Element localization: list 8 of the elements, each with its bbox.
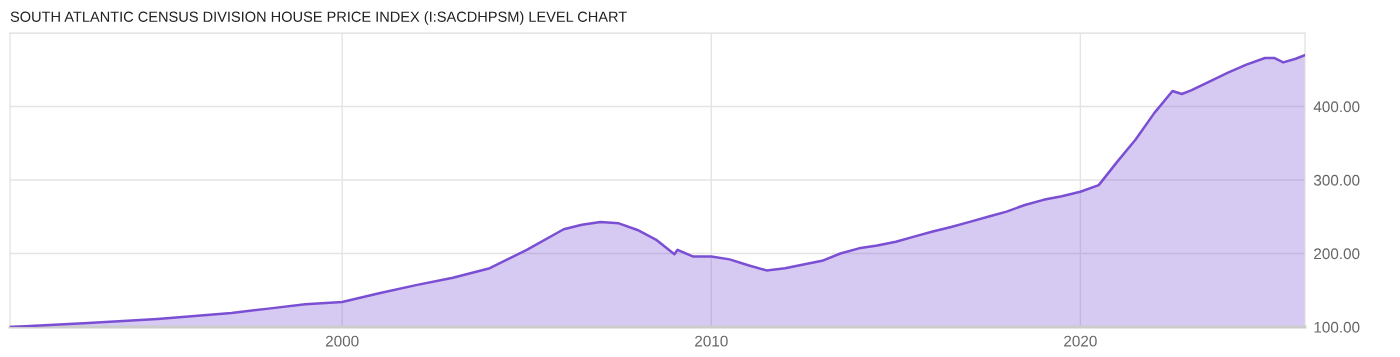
y-tick-label: 300.00 (1313, 174, 1360, 186)
y-tick-label: 100.00 (1314, 321, 1360, 333)
chart-title: SOUTH ATLANTIC CENSUS DIVISION HOUSE PRICE INDEX (I:SACDHPSM) LEVEL CHART (10, 11, 627, 25)
x-tick-label: 2000 (325, 335, 359, 347)
x-tick-label: 2010 (695, 335, 728, 347)
x-tick-label: 2020 (1064, 335, 1097, 347)
y-tick-label: 200.00 (1314, 248, 1360, 260)
y-tick-label: 400.00 (1313, 101, 1360, 113)
